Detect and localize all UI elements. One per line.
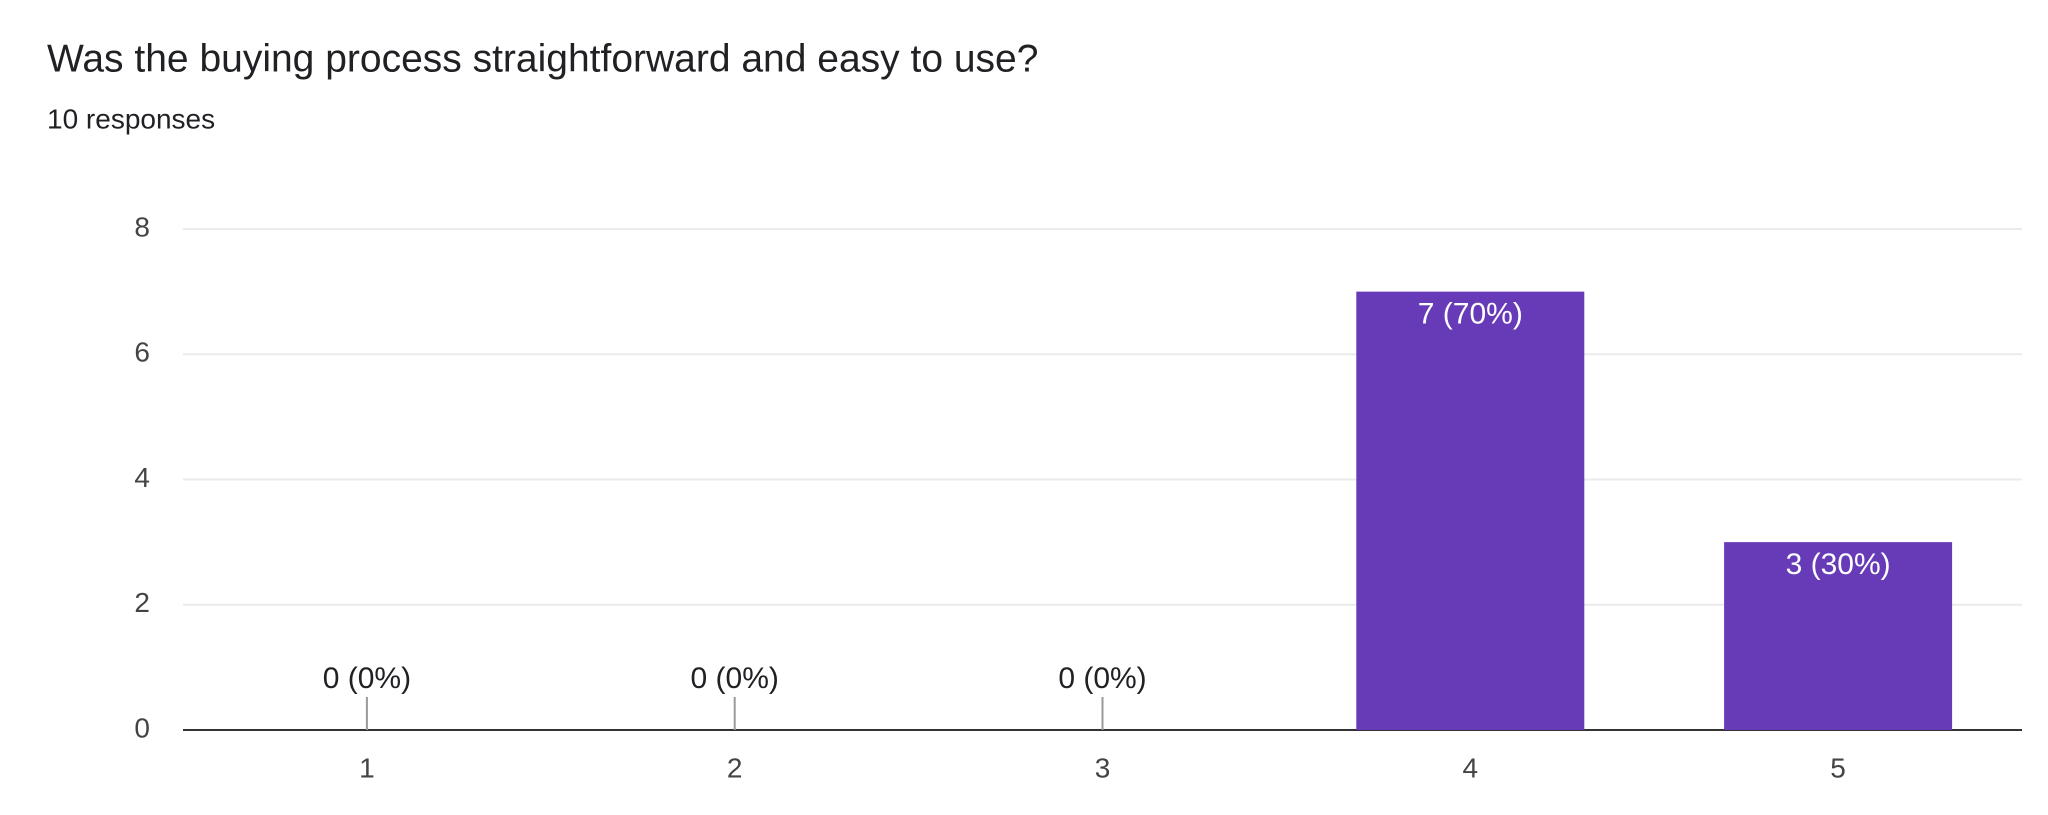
x-tick-label: 2 bbox=[727, 752, 743, 783]
y-tick-label: 0 bbox=[134, 712, 150, 743]
x-tick-label: 5 bbox=[1830, 752, 1846, 783]
bar bbox=[1724, 542, 1953, 730]
y-tick-label: 6 bbox=[134, 337, 150, 368]
value-label: 0 (0%) bbox=[1058, 662, 1146, 695]
value-label: 0 (0%) bbox=[323, 662, 411, 695]
bar bbox=[1356, 291, 1585, 730]
y-tick-label: 8 bbox=[134, 211, 150, 242]
y-tick-label: 2 bbox=[134, 587, 150, 618]
chart-title: Was the buying process straightforward a… bbox=[47, 37, 1038, 80]
x-tick-label: 4 bbox=[1463, 752, 1479, 783]
y-tick-label: 4 bbox=[134, 462, 150, 493]
value-label: 7 (70%) bbox=[1418, 298, 1523, 331]
value-label: 0 (0%) bbox=[691, 662, 779, 695]
chart-subtitle: 10 responses bbox=[47, 103, 215, 134]
x-tick-label: 3 bbox=[1095, 752, 1111, 783]
x-tick-label: 1 bbox=[359, 752, 375, 783]
value-label: 3 (30%) bbox=[1786, 548, 1891, 581]
